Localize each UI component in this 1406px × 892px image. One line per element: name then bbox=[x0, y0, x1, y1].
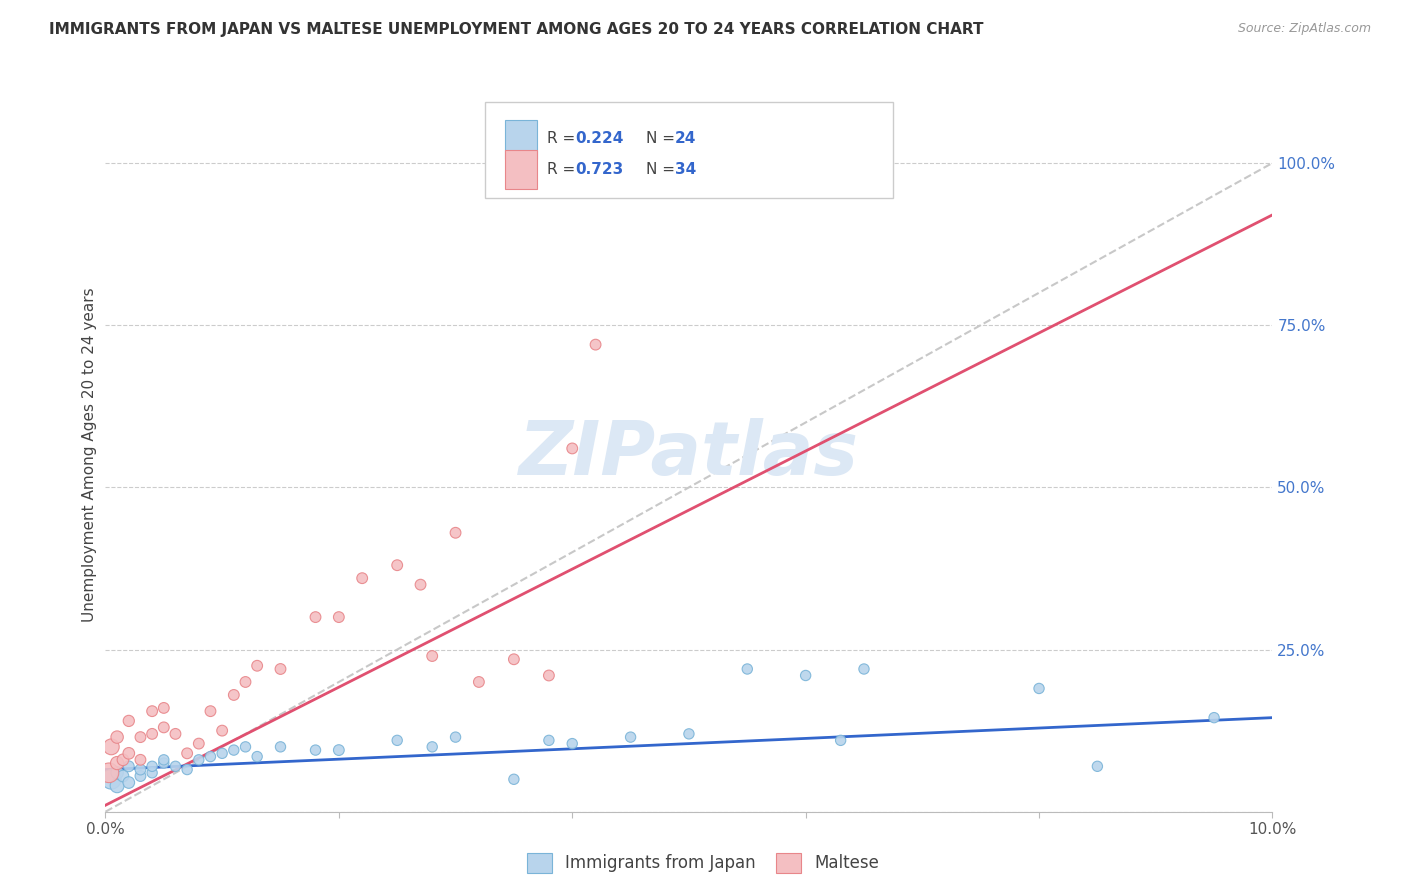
Point bbox=[222, 688, 245, 702]
Point bbox=[105, 779, 128, 793]
Point bbox=[165, 759, 187, 773]
Point bbox=[129, 753, 152, 767]
Text: R =: R = bbox=[547, 131, 579, 146]
Point bbox=[352, 571, 374, 585]
Point bbox=[678, 727, 700, 741]
Point bbox=[235, 739, 257, 754]
Point bbox=[129, 769, 152, 783]
Point bbox=[200, 749, 222, 764]
Point bbox=[852, 662, 875, 676]
Point bbox=[176, 763, 198, 777]
Point bbox=[153, 701, 174, 715]
Point bbox=[619, 730, 641, 744]
Point bbox=[141, 727, 163, 741]
Point bbox=[118, 747, 141, 761]
Point bbox=[246, 658, 269, 673]
Text: ZIPatlas: ZIPatlas bbox=[519, 418, 859, 491]
Point bbox=[246, 749, 269, 764]
Point bbox=[111, 769, 134, 783]
Text: Source: ZipAtlas.com: Source: ZipAtlas.com bbox=[1237, 22, 1371, 36]
Point bbox=[187, 737, 209, 751]
FancyBboxPatch shape bbox=[505, 120, 537, 159]
Y-axis label: Unemployment Among Ages 20 to 24 years: Unemployment Among Ages 20 to 24 years bbox=[82, 287, 97, 623]
Point bbox=[141, 704, 163, 718]
Point bbox=[794, 668, 817, 682]
Point bbox=[118, 759, 141, 773]
Point bbox=[409, 577, 432, 591]
Point bbox=[153, 753, 174, 767]
Point bbox=[200, 704, 222, 718]
Text: R =: R = bbox=[547, 162, 579, 177]
Point bbox=[737, 662, 759, 676]
Point bbox=[269, 739, 292, 754]
Point bbox=[129, 763, 152, 777]
Text: N =: N = bbox=[645, 131, 679, 146]
Point bbox=[537, 733, 560, 747]
FancyBboxPatch shape bbox=[485, 102, 893, 198]
Point bbox=[235, 675, 257, 690]
Point bbox=[100, 772, 122, 787]
Text: IMMIGRANTS FROM JAPAN VS MALTESE UNEMPLOYMENT AMONG AGES 20 TO 24 YEARS CORRELAT: IMMIGRANTS FROM JAPAN VS MALTESE UNEMPLO… bbox=[49, 22, 984, 37]
Point bbox=[304, 743, 326, 757]
Point bbox=[1202, 711, 1225, 725]
Point bbox=[385, 558, 408, 573]
Point bbox=[385, 733, 408, 747]
Point bbox=[105, 756, 128, 770]
Point bbox=[328, 743, 350, 757]
Point bbox=[211, 747, 233, 761]
Point bbox=[100, 739, 122, 754]
Point bbox=[97, 765, 120, 780]
Text: 0.224: 0.224 bbox=[575, 131, 624, 146]
Point bbox=[444, 730, 467, 744]
Point bbox=[222, 743, 245, 757]
Text: 0.723: 0.723 bbox=[575, 162, 624, 177]
Point bbox=[1028, 681, 1050, 696]
Point bbox=[118, 775, 141, 789]
Point bbox=[502, 652, 524, 666]
FancyBboxPatch shape bbox=[505, 150, 537, 189]
Point bbox=[211, 723, 233, 738]
Point bbox=[328, 610, 350, 624]
Point bbox=[129, 730, 152, 744]
Point bbox=[830, 733, 852, 747]
Point bbox=[444, 525, 467, 540]
Point bbox=[561, 737, 583, 751]
Point bbox=[118, 714, 141, 728]
Point bbox=[585, 337, 607, 351]
Point bbox=[141, 759, 163, 773]
Point bbox=[165, 727, 187, 741]
Point bbox=[141, 765, 163, 780]
Point bbox=[537, 668, 560, 682]
Point bbox=[304, 610, 326, 624]
Point bbox=[1085, 759, 1108, 773]
Text: N =: N = bbox=[645, 162, 679, 177]
Point bbox=[187, 753, 209, 767]
Point bbox=[269, 662, 292, 676]
Point bbox=[748, 149, 770, 163]
Text: 24: 24 bbox=[675, 131, 696, 146]
Point bbox=[105, 765, 128, 780]
Point bbox=[420, 648, 443, 663]
Point bbox=[176, 747, 198, 761]
Point bbox=[111, 753, 134, 767]
Text: 34: 34 bbox=[675, 162, 696, 177]
Point bbox=[153, 756, 174, 770]
Point bbox=[561, 442, 583, 456]
Legend: Immigrants from Japan, Maltese: Immigrants from Japan, Maltese bbox=[520, 847, 886, 880]
Point bbox=[420, 739, 443, 754]
Point bbox=[502, 772, 524, 787]
Point bbox=[153, 720, 174, 734]
Point bbox=[105, 730, 128, 744]
Point bbox=[468, 675, 491, 690]
